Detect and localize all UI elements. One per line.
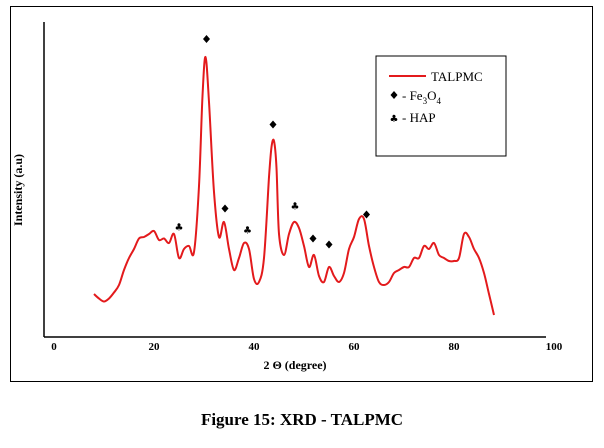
fe3o4-peak-marker	[221, 204, 229, 213]
x-tick-label: 100	[546, 341, 563, 353]
legend-club-icon: ♣	[390, 114, 399, 125]
fe3o4-peak-marker	[363, 210, 370, 219]
x-tick-label: 60	[349, 341, 361, 353]
fe3o4-peak-marker	[203, 35, 210, 43]
x-tick-label: 0	[51, 341, 57, 353]
fe3o4-peak-marker	[309, 234, 317, 243]
fe3o4-peak-marker	[325, 240, 333, 249]
hap-peak-marker: ♣	[291, 202, 300, 213]
y-axis-title: Intensity (a.u)	[11, 154, 25, 226]
legend: TALPMC - Fe3O4 ♣ - HAP	[375, 55, 507, 157]
legend-label-hap: - HAP	[402, 110, 436, 125]
x-axis-title: 2 Θ (degree)	[263, 358, 326, 372]
legend-box	[375, 55, 507, 157]
chart-frame	[10, 6, 593, 382]
legend-label-talpmc: TALPMC	[431, 69, 483, 84]
x-tick-label: 20	[149, 341, 161, 353]
legend-diamond-icon	[390, 91, 398, 99]
hap-peak-marker: ♣	[175, 223, 184, 234]
series-line-talpmc	[93, 55, 495, 316]
x-tick-label: 40	[249, 341, 261, 353]
figure-caption: Figure 15: XRD - TALPMC	[200, 410, 404, 429]
legend-label-fe3o4: - Fe3O4	[402, 88, 441, 106]
hap-peak-marker: ♣	[243, 226, 252, 237]
fe3o4-peak-marker	[269, 120, 277, 129]
x-tick-label: 80	[449, 341, 461, 353]
